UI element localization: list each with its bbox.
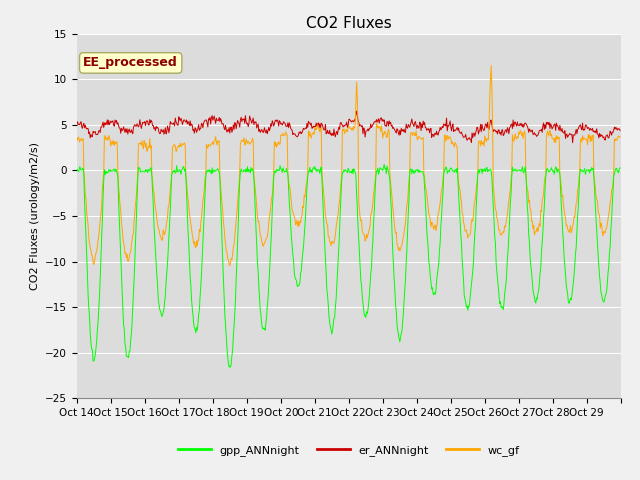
Text: EE_processed: EE_processed: [83, 57, 178, 70]
Y-axis label: CO2 Fluxes (urology/m2/s): CO2 Fluxes (urology/m2/s): [29, 142, 40, 290]
Title: CO2 Fluxes: CO2 Fluxes: [306, 16, 392, 31]
Legend: gpp_ANNnight, er_ANNnight, wc_gf: gpp_ANNnight, er_ANNnight, wc_gf: [173, 441, 524, 460]
